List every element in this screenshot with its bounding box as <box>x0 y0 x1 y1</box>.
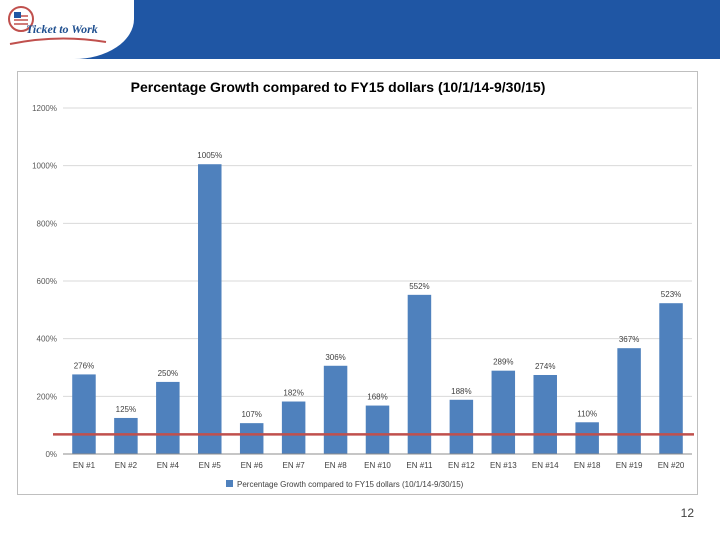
bar <box>407 294 432 454</box>
y-tick-label: 800% <box>37 219 57 228</box>
y-tick-label: 0% <box>45 450 57 459</box>
x-category-label: EN #10 <box>364 461 391 470</box>
logo-text: Ticket to Work <box>26 22 98 36</box>
bar-value-label: 367% <box>619 335 639 344</box>
data-labels: 276% 125% 250% 1005% 107% 182% 306% 168% 552% 188… <box>74 151 682 419</box>
chart-frame: 0% 200% 400% 600% 800% 1000% 1200% 276% 125% 250… <box>17 71 698 495</box>
flag-emblem-icon <box>8 6 34 32</box>
x-category-label: EN #13 <box>490 461 517 470</box>
bar-value-label: 306% <box>325 353 345 362</box>
y-tick-label: 400% <box>37 335 57 344</box>
legend-swatch <box>226 480 233 487</box>
bar-value-label: 523% <box>661 290 681 299</box>
bar <box>449 399 474 454</box>
x-category-label: EN #6 <box>241 461 264 470</box>
ticket-to-work-logo[interactable]: Ticket to Work <box>4 2 114 46</box>
x-category-label: EN #4 <box>157 461 180 470</box>
bar-value-label: 289% <box>493 358 513 367</box>
y-axis-ticks: 0% 200% 400% 600% 800% 1000% 1200% <box>32 104 57 459</box>
bar-chart: 0% 200% 400% 600% 800% 1000% 1200% 276% 125% 250… <box>32 79 694 489</box>
logo-area: Ticket to Work <box>0 0 134 59</box>
x-category-label: EN #5 <box>199 461 222 470</box>
bar-value-label: 125% <box>116 405 136 414</box>
logo-swoosh-icon <box>9 37 107 45</box>
x-category-label: EN #1 <box>73 461 96 470</box>
bar-value-label: 1005% <box>197 151 222 160</box>
bar-value-label: 182% <box>283 389 303 398</box>
legend: Percentage Growth compared to FY15 dolla… <box>226 480 464 489</box>
bar-value-label: 107% <box>241 410 261 419</box>
bar <box>491 370 516 454</box>
bar <box>156 381 180 454</box>
grid-lines <box>63 107 692 397</box>
bar-value-label: 168% <box>367 393 387 402</box>
bar <box>323 365 348 454</box>
bar-value-label: 274% <box>535 362 555 371</box>
y-tick-label: 1200% <box>32 104 57 113</box>
bar <box>533 374 557 454</box>
bar-value-label: 110% <box>577 409 597 418</box>
y-tick-label: 200% <box>37 392 57 401</box>
bar <box>198 164 222 454</box>
x-category-label: EN #18 <box>574 461 601 470</box>
bar <box>575 422 599 454</box>
bar-value-label: 276% <box>74 361 94 370</box>
bar <box>114 417 138 454</box>
y-tick-label: 1000% <box>32 162 57 171</box>
x-category-label: EN #12 <box>448 461 475 470</box>
y-tick-label: 600% <box>37 277 57 286</box>
x-category-label: EN #11 <box>406 461 433 470</box>
chart-title: Percentage Growth compared to FY15 dolla… <box>131 79 546 95</box>
x-category-label: EN #8 <box>324 461 347 470</box>
page-number: 12 <box>680 506 694 520</box>
bar <box>281 401 306 454</box>
x-axis-categories: EN #1 EN #2 EN #4 EN #5 EN #6 EN #7 EN #8 EN #1… <box>73 461 685 470</box>
bar <box>617 348 641 454</box>
bar <box>365 405 390 454</box>
x-category-label: EN #7 <box>283 461 306 470</box>
x-category-label: EN #14 <box>532 461 559 470</box>
bar <box>72 374 96 454</box>
x-category-label: EN #20 <box>658 461 685 470</box>
bar-value-label: 552% <box>409 282 429 291</box>
bar <box>659 303 683 454</box>
x-category-label: EN #19 <box>616 461 643 470</box>
bar-value-label: 188% <box>451 387 471 396</box>
legend-label: Percentage Growth compared to FY15 dolla… <box>237 480 464 489</box>
bar <box>239 423 264 454</box>
x-category-label: EN #2 <box>115 461 138 470</box>
bar-value-label: 250% <box>158 369 178 378</box>
